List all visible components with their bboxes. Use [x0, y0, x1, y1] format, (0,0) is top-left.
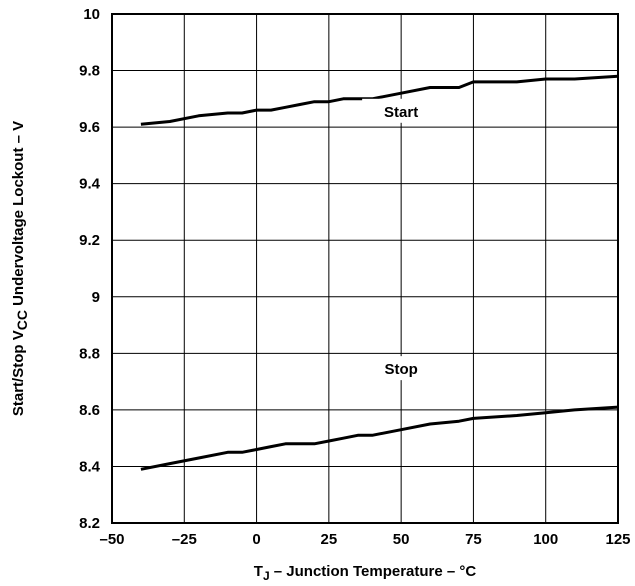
series-label-background [362, 98, 441, 123]
x-tick-label: 0 [252, 531, 260, 548]
y-tick-label: 9.8 [79, 63, 100, 80]
x-tick-label: –25 [172, 531, 197, 548]
series-label-start: Start [384, 104, 418, 121]
series-labels: Start Stop [362, 98, 441, 381]
y-tick-label: 9.6 [79, 119, 100, 136]
x-tick-label: 50 [393, 531, 410, 548]
y-tick-label: 10 [83, 6, 100, 23]
x-axis-title-subscript: J [263, 569, 270, 583]
y-axis-title-post: Undervoltage Lockout – V [10, 121, 27, 310]
y-axis-title: Start/Stop VCC Undervoltage Lockout – V [10, 121, 30, 416]
y-axis-title-subscript: CC [14, 310, 30, 330]
x-tick-label: 25 [321, 531, 338, 548]
x-tick-label: 100 [533, 531, 558, 548]
series-line-stop [140, 405, 619, 471]
x-axis-title: TJ – Junction Temperature – °C [254, 563, 477, 583]
x-tick-label: 75 [465, 531, 482, 548]
series-label-stop: Stop [384, 361, 417, 378]
y-tick-label: 8.2 [79, 515, 100, 532]
y-tick-label: 9.4 [79, 176, 101, 193]
y-axis-title-pre: Start/Stop V [10, 330, 27, 416]
x-tick-label: –50 [99, 531, 124, 548]
tick-labels: –50 –25 0 25 50 75 100 125 8.2 8.4 8.6 8.8 9 9.2 9.4 9.… [79, 6, 630, 548]
x-axis-title-rest: – Junction Temperature – °C [270, 563, 477, 580]
y-tick-label: 8.8 [79, 345, 100, 362]
y-tick-label: 8.4 [79, 458, 101, 475]
x-tick-label: 125 [605, 531, 630, 548]
grid [112, 14, 618, 523]
series-lines [140, 74, 619, 471]
x-axis-title-main: T [254, 563, 263, 580]
plot-frame [111, 13, 619, 524]
series-label-background [362, 356, 441, 381]
series-line-start [140, 74, 619, 126]
y-tick-label: 9.2 [79, 232, 100, 249]
y-tick-label: 9 [92, 289, 100, 306]
y-tick-label: 8.6 [79, 402, 100, 419]
